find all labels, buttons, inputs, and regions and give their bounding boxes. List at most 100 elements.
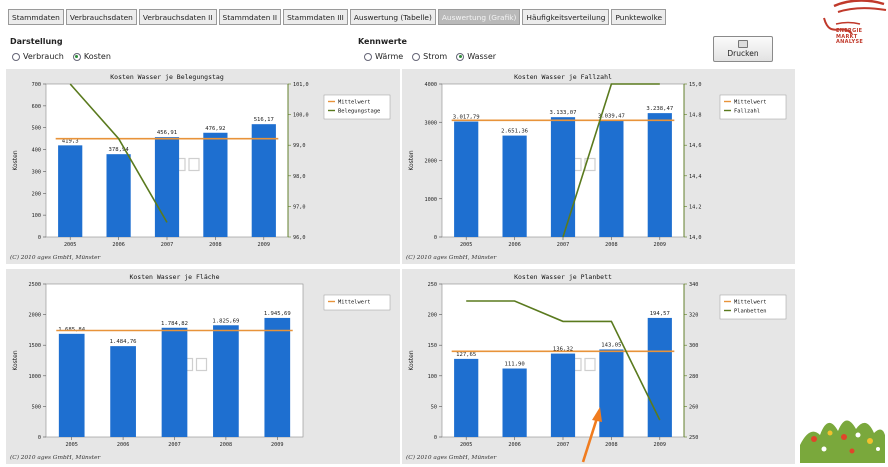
- y-tick-label: 4000: [425, 82, 438, 88]
- radio-verbrauch-label[interactable]: Verbrauch: [23, 52, 64, 61]
- tab-haeufigkeitsverteilung[interactable]: Häufigkeitsverteilung: [522, 9, 610, 25]
- copyright-footer: (C) 2010 ages GmbH, Münster: [10, 254, 102, 261]
- bar: [110, 346, 136, 437]
- secondary-tick-label: 320: [689, 313, 698, 319]
- x-tick-label: 2009: [258, 242, 271, 248]
- legend: [323, 294, 391, 311]
- y-tick-label: 2000: [29, 313, 42, 319]
- watermark-mark: [584, 357, 596, 372]
- chart-title: Kosten Wasser je Fallzahl: [514, 73, 612, 81]
- data-label: 3.039,47: [598, 114, 625, 120]
- y-tick-label: 1500: [29, 343, 42, 349]
- y-tick-label: 2000: [425, 159, 438, 165]
- y-axis-label: Kosten: [12, 150, 19, 170]
- secondary-tick-label: 100,0: [293, 113, 309, 119]
- data-label: 1.825,69: [212, 318, 239, 324]
- secondary-tick-label: 280: [689, 374, 698, 380]
- bar: [454, 121, 479, 237]
- printer-icon: [738, 40, 748, 48]
- bar: [161, 327, 188, 437]
- data-label: 378,94: [108, 147, 129, 153]
- tab-bar: Stammdaten Verbrauchsdaten Verbrauchsdat…: [8, 9, 667, 25]
- data-label: 1.945,69: [264, 311, 291, 317]
- x-tick-label: 2007: [168, 442, 181, 448]
- bar: [58, 333, 85, 437]
- x-tick-label: 2009: [654, 242, 667, 248]
- secondary-line: [466, 300, 661, 421]
- data-label: 456,91: [157, 130, 177, 136]
- legend-entry: Mittelwert: [734, 300, 766, 306]
- tab-stammdaten-ii[interactable]: Stammdaten II: [218, 9, 282, 25]
- x-tick-label: 2009: [271, 442, 284, 448]
- darstellung-options: Verbrauch Kosten: [12, 52, 120, 61]
- data-label: 111,90: [504, 362, 524, 368]
- radio-strom-label[interactable]: Strom: [423, 52, 448, 61]
- data-label: 136,32: [553, 347, 573, 353]
- radio-kosten-label[interactable]: Kosten: [83, 52, 111, 61]
- y-tick-label: 600: [32, 104, 41, 110]
- radio-wasser[interactable]: [456, 52, 465, 61]
- chart-planbett-svg: Kosten Wasser je Planbett 250 200 150 100 50 0…: [406, 273, 787, 461]
- x-tick-label: 2006: [117, 442, 130, 448]
- tab-stammdaten[interactable]: Stammdaten: [8, 9, 64, 25]
- y-tick-label: 400: [32, 148, 41, 154]
- x-tick-label: 2008: [605, 242, 618, 248]
- y-tick-label: 200: [428, 313, 437, 319]
- radio-verbrauch[interactable]: [12, 52, 20, 61]
- tab-stammdaten-iii[interactable]: Stammdaten III: [283, 9, 348, 25]
- radio-strom[interactable]: [412, 52, 421, 61]
- radio-waerme[interactable]: [364, 52, 372, 61]
- data-label: 516,17: [254, 117, 274, 123]
- bar: [154, 137, 180, 237]
- secondary-tick-label: 340: [689, 282, 698, 288]
- x-tick-label: 2007: [557, 242, 570, 248]
- energie-markt-analyse-logo: [823, 0, 887, 35]
- data-label: 419,3: [62, 138, 79, 144]
- tab-verbrauchsdaten[interactable]: Verbrauchsdaten: [65, 9, 137, 25]
- secondary-line: [562, 83, 660, 238]
- legend-entry: Mittelwert: [734, 100, 766, 106]
- radio-kosten[interactable]: [72, 52, 81, 61]
- x-tick-label: 2005: [64, 242, 77, 248]
- x-tick-label: 2006: [112, 242, 125, 248]
- chart-title: Kosten Wasser je Fläche: [129, 273, 219, 281]
- decorative-image: [800, 420, 885, 463]
- print-button-label: Drucken: [727, 49, 759, 58]
- tab-punktewolke[interactable]: Punktewolke: [611, 9, 667, 25]
- chart-title: Kosten Wasser je Belegungstag: [110, 73, 224, 81]
- chart-belegungstag-svg: Kosten Wasser je Belegungstag 700 600 500 40…: [10, 73, 391, 261]
- x-tick-label: 2006: [508, 242, 520, 248]
- y-tick-label: 200: [32, 191, 41, 197]
- radio-waerme-label[interactable]: Wärme: [375, 52, 404, 61]
- y-tick-label: 0: [434, 235, 437, 241]
- legend-entry: Mittelwert: [338, 300, 370, 306]
- print-button[interactable]: Drucken: [713, 36, 773, 62]
- radio-wasser-label[interactable]: Wasser: [467, 52, 497, 61]
- x-tick-label: 2005: [460, 442, 473, 448]
- bar: [454, 358, 479, 437]
- legend: [719, 94, 787, 120]
- y-tick-label: 500: [32, 126, 41, 132]
- y-tick-label: 2500: [29, 282, 42, 288]
- tab-auswertung-tabelle[interactable]: Auswertung (Tabelle): [349, 9, 436, 25]
- bar: [251, 124, 276, 237]
- y-axis-label: Kosten: [12, 350, 19, 370]
- tab-auswertung-grafik[interactable]: Auswertung (Grafik): [437, 9, 521, 25]
- watermark-mark: [195, 357, 208, 372]
- data-label: 3.133,07: [550, 110, 577, 116]
- data-label: 476,92: [205, 126, 225, 132]
- secondary-tick-label: 250: [689, 435, 698, 441]
- data-label: 194,57: [650, 311, 670, 317]
- y-tick-label: 100: [428, 374, 437, 380]
- kennwerte-options: Wärme Strom Wasser: [364, 52, 505, 61]
- bar: [647, 317, 672, 437]
- tab-verbrauchsdaten-ii[interactable]: Verbrauchsdaten II: [138, 9, 217, 25]
- chart-planbett: Kosten Wasser je Planbett 250 200 150 100 50 0…: [402, 269, 795, 464]
- legend-entry: Belegungstage: [338, 109, 380, 115]
- y-axis-label: Kosten: [408, 350, 415, 370]
- chart-flaeche: Kosten Wasser je Fläche 2500 2000 1500 1000 5…: [6, 269, 400, 464]
- y-tick-label: 250: [428, 282, 437, 288]
- secondary-tick-label: 97,0: [293, 204, 306, 210]
- bar: [58, 145, 83, 237]
- chart-fallzahl: Kosten Wasser je Fallzahl 4000 3000 2000 100…: [402, 69, 795, 264]
